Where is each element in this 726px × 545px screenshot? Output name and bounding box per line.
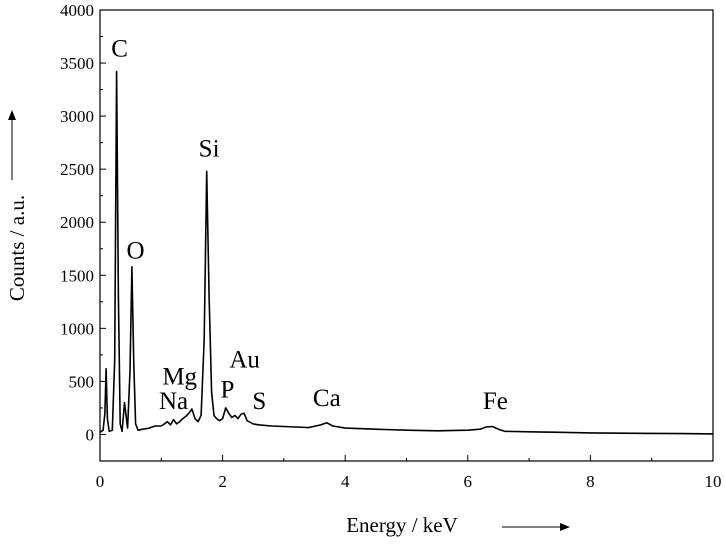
y-tick-label: 3000	[60, 107, 94, 126]
y-axis-ticks: 0 500 1000 1500 2000 2500 3000 3500 4000	[60, 1, 106, 462]
y-tick-label: 0	[86, 425, 95, 444]
peak-label: Au	[229, 347, 260, 374]
x-axis-title: Energy / keV	[346, 513, 458, 537]
x-tick-label: 8	[586, 472, 595, 491]
y-tick-label: 1500	[60, 266, 94, 285]
spectrum-line	[99, 70, 714, 435]
peak-label: Mg	[162, 364, 197, 391]
peak-label: C	[111, 36, 128, 63]
y-tick-label: 4000	[60, 1, 94, 20]
y-tick-label: 500	[69, 372, 95, 391]
x-tick-label: 4	[341, 472, 350, 491]
x-tick-label: 6	[464, 472, 473, 491]
x-tick-label: 2	[218, 472, 227, 491]
plot-border	[99, 9, 714, 462]
x-axis-ticks: 0 2 4 6 8 10	[96, 455, 722, 491]
peak-label: Ca	[313, 385, 341, 412]
peak-label: P	[221, 376, 235, 403]
spectrum-series	[99, 70, 714, 435]
y-tick-label: 1000	[60, 319, 94, 338]
y-tick-label: 3500	[60, 54, 94, 73]
y-tick-label: 2000	[60, 213, 94, 232]
y-axis-title: Counts / a.u.	[5, 195, 29, 301]
peak-label: Si	[199, 135, 220, 162]
peak-label: Fe	[483, 388, 508, 415]
plot-frame	[99, 9, 714, 462]
y-axis-arrow	[8, 110, 16, 180]
peak-label: Na	[159, 388, 188, 415]
peak-label: S	[252, 388, 266, 415]
y-tick-label: 2500	[60, 160, 94, 179]
x-tick-label: 10	[705, 472, 722, 491]
x-tick-label: 0	[96, 472, 105, 491]
x-axis-arrow	[502, 523, 570, 531]
peak-label: O	[127, 237, 145, 264]
